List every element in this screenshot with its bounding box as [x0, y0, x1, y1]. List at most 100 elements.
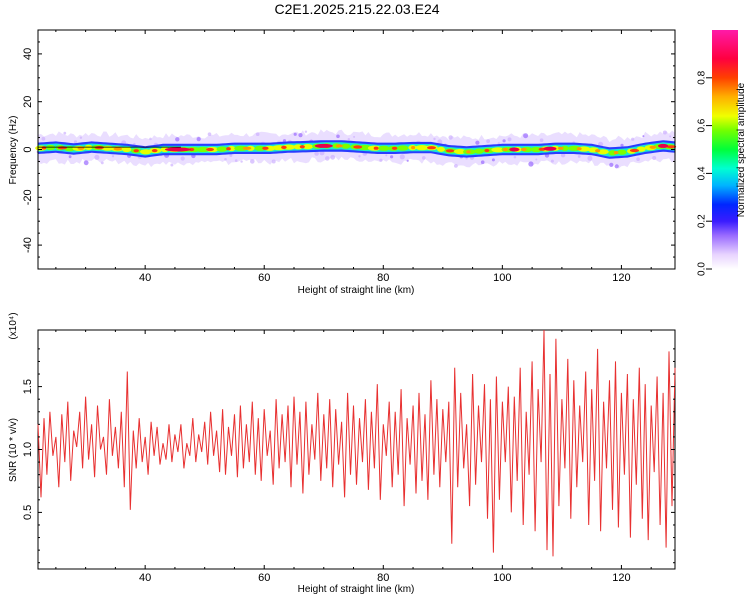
- spectrogram-speckle: [224, 158, 227, 161]
- spectrogram-ridge-blob: [378, 145, 390, 151]
- spectrogram-speckle: [528, 161, 534, 167]
- spectrogram-speckle: [465, 157, 468, 160]
- x-tick-label: 40: [139, 272, 151, 284]
- spectrogram-speckle: [330, 154, 336, 160]
- spectrogram-speckle: [41, 136, 46, 141]
- spectrogram-peak: [314, 143, 333, 148]
- spectrogram-hot-spot: [151, 149, 158, 153]
- colorbar-tick-label: 0.2: [697, 214, 708, 228]
- spectrogram-hot-spot: [57, 146, 68, 150]
- spectrogram-x-axis-label: Height of straight line (km): [298, 285, 415, 296]
- spectrogram-speckle: [385, 154, 388, 157]
- spectrogram-speckle: [475, 140, 480, 145]
- spectrogram-speckle: [175, 137, 180, 142]
- spectrogram-speckle: [94, 154, 100, 160]
- spectrogram-speckle: [513, 155, 517, 159]
- spectrogram-speckle: [83, 160, 89, 166]
- spectrogram-speckle: [304, 130, 308, 133]
- spectrogram-hot-spot: [466, 150, 471, 154]
- spectrogram-speckle: [507, 137, 512, 142]
- spectrogram-speckle: [620, 143, 624, 147]
- spectrogram-speckle: [68, 155, 72, 159]
- snr-x-ticks: 40 60 80 100 120: [55, 330, 652, 584]
- figure-title: C2E1.2025.215.22.03.E24: [274, 1, 439, 17]
- spectrogram-hot-spot: [629, 148, 640, 153]
- spectrogram-speckle: [207, 132, 212, 136]
- x-tick-label: 120: [612, 572, 630, 584]
- colorbar-tick-label: 0.4: [697, 166, 708, 180]
- snr-marks: [37, 329, 676, 557]
- spectrogram-speckle: [539, 138, 544, 142]
- spectrogram-hot-spot: [188, 147, 195, 152]
- spectrogram-ridge-blob: [474, 148, 484, 154]
- spectrogram-speckle: [234, 159, 238, 162]
- x-tick-label: 100: [493, 272, 511, 284]
- spectrogram-speckle: [298, 133, 303, 138]
- spectrogram-hot-spot: [335, 144, 343, 148]
- spectrogram-hot-spot: [411, 146, 416, 150]
- spectrogram-ridge-blob: [302, 144, 314, 150]
- spectrogram-speckle: [609, 162, 614, 167]
- spectrogram-speckle: [587, 155, 593, 161]
- x-tick-label: 80: [377, 572, 389, 584]
- spectrogram-speckle: [79, 136, 83, 139]
- colorbar-tick-label: 0.8: [697, 70, 708, 84]
- spectrogram-hot-spot: [299, 145, 305, 149]
- spectrogram-ridge-blob: [341, 143, 351, 149]
- spectrogram-speckle: [437, 139, 443, 145]
- y-tick-label: 1.0: [22, 442, 34, 457]
- spectrogram-ridge-blob: [454, 148, 467, 155]
- spectrogram-y-ticks: 40 20 0 -20 -40: [22, 41, 675, 258]
- spectrogram-speckle: [180, 156, 185, 161]
- spectrogram-speckle: [448, 135, 453, 140]
- spectrogram-marks: [35, 129, 677, 169]
- spectrogram-speckle: [486, 139, 490, 144]
- spectrogram-hot-spot: [666, 145, 677, 149]
- spectrogram-speckle: [255, 132, 260, 136]
- spectrogram-hot-spot: [242, 146, 252, 150]
- snr-panel: 40 60 80 100 120 0.5 1.0 1.5 (x10⁴) Height of …: [8, 312, 676, 595]
- spectrogram-speckle: [170, 163, 174, 167]
- spectrogram-speckle: [669, 135, 672, 138]
- spectrogram-speckle: [636, 157, 640, 161]
- spectrogram-speckle: [314, 151, 319, 156]
- x-tick-label: 80: [377, 272, 389, 284]
- spectrogram-hot-spot: [262, 146, 269, 150]
- spectrogram-ridge-blob: [437, 146, 445, 152]
- snr-y-ticks: 0.5 1.0 1.5: [22, 348, 675, 564]
- spectrogram-speckle: [662, 130, 667, 135]
- spectrogram-ridge-blob: [617, 149, 627, 155]
- spectrogram-speckle: [631, 137, 635, 141]
- spectrogram-speckle: [390, 155, 394, 159]
- spectrogram-ridge-blob: [293, 144, 303, 150]
- spectrogram-speckle: [523, 133, 529, 139]
- y-tick-label: 1.5: [22, 379, 34, 394]
- spectrogram-speckle: [480, 160, 485, 164]
- spectrogram-speckle: [240, 160, 243, 163]
- spectrogram-hot-spot: [576, 147, 582, 151]
- spectrogram-hot-spot: [427, 146, 436, 150]
- spectrogram-speckle: [271, 159, 276, 164]
- x-tick-label: 40: [139, 572, 151, 584]
- x-tick-label: 120: [612, 272, 630, 284]
- spectrogram-speckle: [100, 161, 104, 165]
- spectrogram-hot-spot: [113, 147, 123, 151]
- colorbar-tick-label: 0.0: [697, 262, 708, 276]
- spectrogram-speckle: [353, 135, 356, 138]
- spectrogram-ridge-blob: [216, 146, 228, 152]
- snr-series-line: [37, 329, 676, 557]
- spectrogram-speckle: [642, 135, 645, 138]
- spectrogram-speckle: [535, 158, 538, 161]
- spectrogram-core-band: [38, 142, 675, 157]
- spectrogram-peak: [509, 147, 520, 152]
- spectrogram-panel: 40 60 80 100 120 40 20 0 -20 -40 Height of strai…: [8, 29, 677, 296]
- spectrogram-speckle: [196, 137, 201, 142]
- spectrogram-hot-spot: [281, 145, 287, 149]
- spectrogram-hot-spot: [226, 147, 231, 151]
- spectrogram-ridge-blob: [397, 145, 409, 151]
- spectrogram-speckle: [325, 156, 330, 161]
- spectrogram-hot-spot: [94, 146, 104, 150]
- spectrogram-ridge-blob: [530, 146, 542, 153]
- colorbar-gradient: [712, 30, 738, 269]
- spectrogram-speckle: [433, 137, 436, 141]
